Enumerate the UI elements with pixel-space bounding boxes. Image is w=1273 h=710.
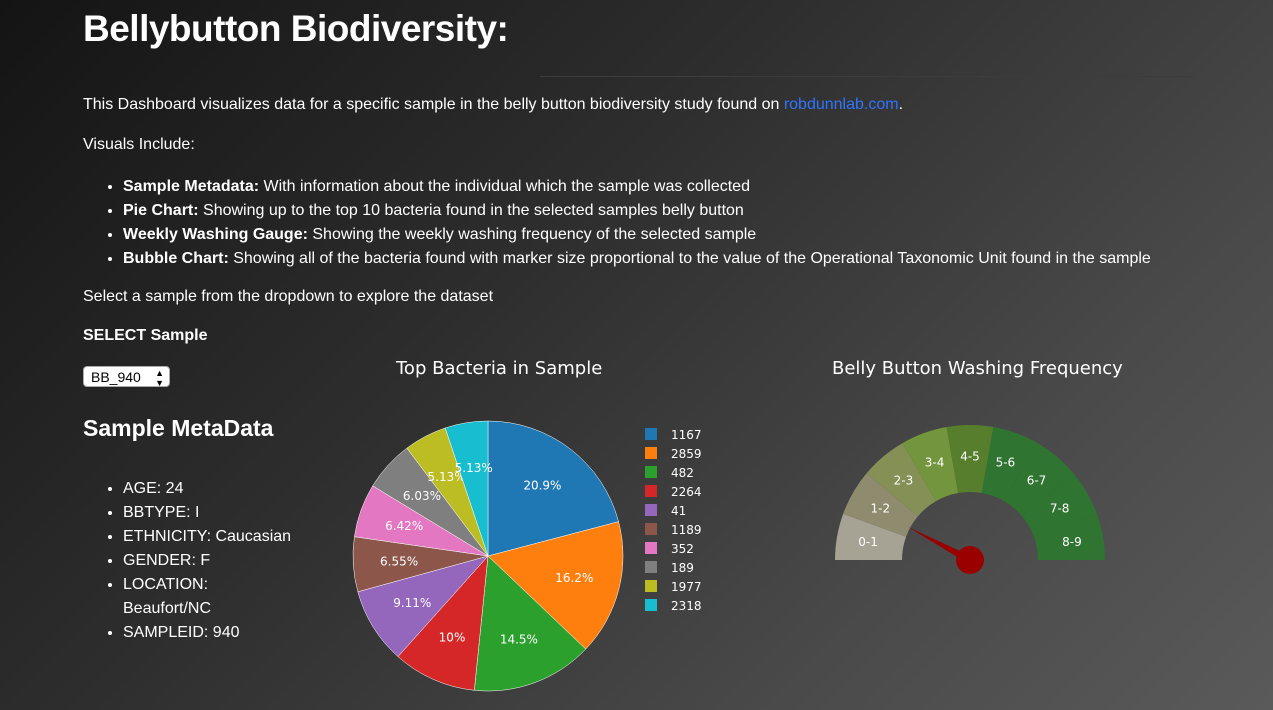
gauge-band-label: 5-6: [996, 456, 1016, 470]
header-divider: [540, 76, 1192, 77]
pie-slice-2859[interactable]: [487, 521, 624, 650]
gauge-band-2-3: [866, 443, 936, 517]
gauge-band-label: 0-1: [858, 535, 878, 549]
metadata-list: AGE: 24 BBTYPE: I ETHNICITY: Caucasian G…: [83, 477, 298, 645]
gauge-band-8-9: [1033, 513, 1105, 560]
gauge-band-label: 1-2: [871, 501, 891, 515]
select-label: SELECT Sample: [83, 327, 208, 344]
list-item: Pie Chart: Showing up to the top 10 bact…: [123, 199, 1151, 223]
pie-slice-label: 10%: [439, 631, 466, 645]
metadata-heading-text: Sample MetaData: [83, 415, 274, 441]
intro-period: .: [898, 96, 904, 113]
list-item: BBTYPE: I: [123, 501, 298, 525]
legend-swatch[interactable]: [645, 542, 657, 554]
gauge-band-label: 8-9: [1062, 535, 1082, 549]
pie-slice-label: 9.11%: [393, 596, 431, 610]
gauge-band-6-7: [1004, 443, 1074, 517]
legend-label[interactable]: 2318: [671, 599, 702, 613]
legend-swatch[interactable]: [645, 523, 657, 535]
select-value: BB_940: [91, 369, 141, 385]
legend-label[interactable]: 1167: [671, 428, 702, 442]
sample-select[interactable]: BB_940 ▲ ▼: [83, 366, 170, 388]
list-item: Bubble Chart: Showing all of the bacteri…: [123, 247, 1151, 271]
gauge-needle-hub: [956, 546, 984, 574]
list-item: LOCATION: Beaufort/NC: [123, 573, 298, 621]
pie-slice-1167[interactable]: [487, 420, 619, 557]
list-item: SAMPLEID: 940: [123, 621, 298, 645]
gauge-band-3-4: [902, 427, 959, 502]
legend-label[interactable]: 1189: [671, 523, 702, 537]
gauge-needle: [908, 527, 972, 564]
legend-swatch[interactable]: [645, 599, 657, 611]
visual-label: Weekly Washing Gauge:: [123, 226, 308, 243]
pie-slice-label: 6.55%: [380, 555, 418, 569]
pie-slice-label: 6.03%: [403, 489, 441, 503]
list-item: ETHNICITY: Caucasian: [123, 525, 298, 549]
pie-slice-2318[interactable]: [444, 420, 489, 557]
legend-swatch[interactable]: [645, 504, 657, 516]
page-title: Bellybutton Biodiversity:: [83, 8, 509, 49]
gauge-band-0-1: [835, 513, 907, 560]
list-item: AGE: 24: [123, 477, 298, 501]
gauge-band-4-5: [946, 425, 994, 494]
pie-slice-482[interactable]: [474, 555, 587, 692]
gauge-band-label: 3-4: [925, 456, 945, 470]
legend-swatch[interactable]: [645, 466, 657, 478]
visual-text: Showing the weekly washing frequency of …: [307, 226, 757, 243]
legend-swatch[interactable]: [645, 561, 657, 573]
list-item: Weekly Washing Gauge: Showing the weekly…: [123, 223, 1151, 247]
visual-label: Bubble Chart:: [123, 250, 229, 267]
gauge-band-1-2: [843, 473, 918, 537]
legend-swatch[interactable]: [645, 428, 657, 440]
list-item: GENDER: F: [123, 549, 298, 573]
legend-swatch[interactable]: [645, 447, 657, 459]
gauge-chart: 0-1 1-22-3 3-4 4-5 5-6 6-77-8 8-9: [835, 425, 1105, 574]
pie-slice-2264[interactable]: [397, 555, 489, 691]
intro-text: This Dashboard visualizes data for a spe…: [83, 96, 784, 113]
legend-label[interactable]: 352: [671, 542, 694, 556]
visuals-list: Sample Metadata: With information about …: [83, 175, 1151, 271]
pie-slice-label: 5.13%: [455, 461, 493, 475]
legend-label[interactable]: 2264: [671, 485, 702, 499]
gauge-band-label: 6-7: [1027, 474, 1047, 488]
pie-slice-label: 16.2%: [555, 571, 593, 585]
visuals-intro: Visuals Include:: [83, 136, 195, 153]
intro-paragraph: This Dashboard visualizes data for a spe…: [83, 95, 903, 115]
pie-slice-label: 5.13%: [428, 470, 466, 484]
pie-slice-label: 6.42%: [385, 519, 423, 533]
legend-swatch[interactable]: [645, 580, 657, 592]
legend-swatch[interactable]: [645, 485, 657, 497]
pie-chart: 20.9% 16.2% 14.5% 10% 9.11% 6.55% 6.42% 6.03% 5.…: [352, 420, 702, 692]
legend-label[interactable]: 189: [671, 561, 694, 575]
robdunnlab-link[interactable]: robdunnlab.com: [783, 96, 899, 113]
visual-label: Sample Metadata:: [123, 178, 260, 195]
legend-label[interactable]: 41: [671, 504, 686, 518]
visual-label: Pie Chart:: [123, 202, 199, 219]
gauge-band-label: 4-5: [960, 450, 980, 464]
pie-slice-label: 14.5%: [500, 633, 538, 647]
gauge-chart-title: Belly Button Washing Frequency: [832, 358, 1123, 379]
legend-label[interactable]: 1977: [671, 580, 702, 594]
instructions-text: Select a sample from the dropdown to exp…: [83, 288, 494, 305]
gauge-band-7-8: [1022, 473, 1097, 537]
legend-label[interactable]: 482: [671, 466, 694, 480]
list-item: Sample Metadata: With information about …: [123, 175, 1151, 199]
select-arrows-icon: ▲ ▼: [155, 368, 164, 388]
metadata-heading: Sample MetaData: [83, 414, 273, 442]
visual-text: Showing up to the top 10 bacteria found …: [198, 202, 744, 219]
visual-text: Showing all of the bacteria found with m…: [228, 250, 1151, 267]
gauge-band-label: 7-8: [1050, 501, 1070, 515]
pie-chart-title: Top Bacteria in Sample: [396, 358, 603, 379]
visual-text: With information about the individual wh…: [259, 178, 750, 195]
gauge-band-label: 2-3: [894, 474, 914, 488]
legend-label[interactable]: 2859: [671, 447, 702, 461]
pie-slice-label: 20.9%: [523, 478, 561, 492]
gauge-band-5-6: [981, 427, 1038, 502]
